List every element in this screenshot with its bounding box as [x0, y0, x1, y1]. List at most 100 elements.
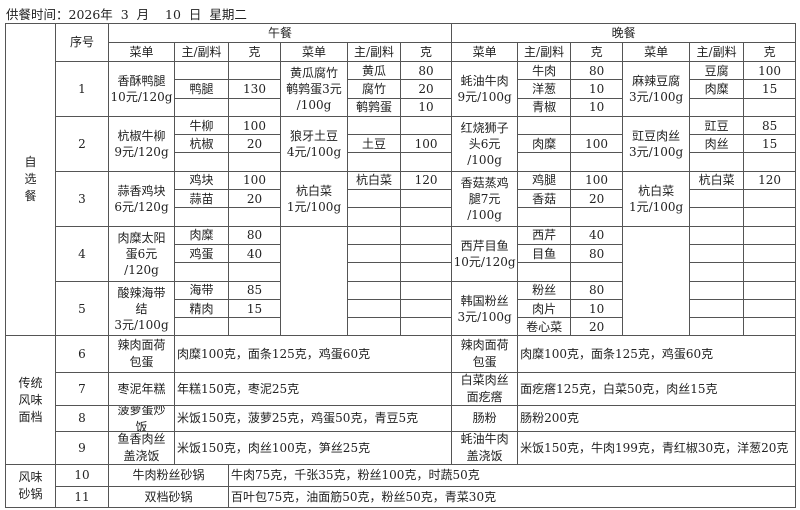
table-row: 卷心菜 20 [6, 317, 797, 337]
ingredient-grams: 100 [228, 170, 281, 191]
lunch-dish-name: 鱼香肉丝 盖浇饭 [108, 431, 175, 466]
ingredient-name [174, 207, 229, 227]
ingredient-name [347, 317, 401, 337]
ingredient-grams: 80 [228, 225, 281, 245]
dinner-dish-name: 辣肉面荷 包蛋 [451, 335, 519, 374]
ingredient-grams [399, 262, 453, 282]
dinner-dish-description: 肉糜100克，面条125克，鸡蛋60克 [517, 335, 797, 374]
ingredient-grams [743, 280, 797, 300]
seq-number: 11 [55, 486, 109, 509]
ingredient-grams [228, 317, 281, 337]
ingredient-grams: 15 [743, 134, 797, 154]
header-ingredient: 主/副料 [689, 42, 745, 62]
ingredient-name: 鸡腿 [517, 170, 572, 191]
dish-name: 香菇蒸鸡 腿7元 /100g [451, 170, 519, 227]
ingredient-name [517, 207, 572, 227]
header-menu: 菜单 [108, 42, 175, 62]
category-selfserve: 自 选 餐 [5, 22, 56, 337]
ingredient-grams: 20 [228, 189, 281, 209]
ingredient-grams: 15 [228, 298, 281, 319]
dinner-dish-name: 肠粉 [451, 405, 519, 433]
ingredient-grams: 80 [570, 280, 624, 300]
ingredient-grams [228, 152, 281, 172]
ingredient-grams: 100 [570, 170, 624, 191]
ingredient-name [347, 298, 401, 319]
ingredient-name: 粉丝 [517, 280, 572, 300]
menu-table: 自 选 餐序号 午餐 晚餐 菜单 主/副料克菜单 主/副料克菜单 主/副料克菜单 主/副料克 1… [5, 22, 797, 509]
ingredient-name [689, 243, 745, 264]
ingredient-name: 洋葱 [517, 79, 572, 99]
ingredient-grams: 10 [570, 79, 624, 99]
ingredient-name [347, 243, 401, 264]
ingredient-name: 蒜苗 [174, 189, 229, 209]
ingredient-grams [399, 280, 453, 300]
header-ingredient: 主/副料 [174, 42, 229, 62]
seq-number: 9 [55, 431, 109, 466]
dish-name: 黄瓜腐竹 鹌鹑蛋3元 /100g [280, 61, 348, 117]
ingredient-name [689, 189, 745, 209]
ingredient-grams: 100 [743, 60, 797, 81]
dish-name: 杭椒牛柳 9元/120g [108, 115, 175, 172]
table-row: 鸭腿 130 腐竹 20 洋葱 10 肉糜 15 [6, 79, 797, 99]
dish-name: 酸辣海带 结 3元/100g [108, 280, 175, 337]
header-gram: 克 [228, 42, 281, 62]
dish-name: 香酥鸭腿 10元/120g [108, 61, 175, 117]
ingredient-grams [399, 225, 453, 245]
header-gram: 克 [570, 42, 624, 62]
ingredient-name: 牛肉 [517, 60, 572, 81]
ingredient-grams: 100 [399, 134, 453, 154]
claypot-dish-description: 百叶包75克，油面筋50克，粉丝50克，青菜30克 [227, 486, 797, 509]
ingredient-grams [743, 207, 797, 227]
ingredient-name [174, 262, 229, 282]
ingredient-name: 海带 [174, 280, 229, 300]
dinner-dish-description: 米饭150克，牛肉199克，青红椒30克，洋葱20克 [517, 431, 797, 466]
ingredient-name: 卷心菜 [517, 317, 572, 337]
header-menu: 菜单 [280, 42, 348, 62]
ingredient-name [689, 317, 745, 337]
header-menu: 菜单 [451, 42, 519, 62]
dish-name: 西芹目鱼 10元/120g [451, 225, 519, 282]
ingredient-grams [570, 152, 624, 172]
table-row: 8 菠萝蛋炒 饭米饭150克，菠萝25克，鸡蛋50克，青豆5克 肠粉 肠粉200克 [6, 405, 797, 433]
lunch-dish-description: 肉糜100克，面条125克，鸡蛋60克 [173, 335, 453, 374]
dinner-dish-description: 面疙瘩125克，白菜50克，肉丝15克 [517, 372, 797, 407]
ingredient-grams [570, 262, 624, 282]
header-row: 自 选 餐序号 午餐 晚餐 [5, 22, 797, 337]
ingredient-grams: 20 [570, 317, 624, 337]
lunch-dish-name: 辣肉面荷 包蛋 [108, 335, 175, 374]
ingredient-name: 鸡块 [174, 170, 229, 191]
dish-name: 杭白菜 1元/100g [622, 170, 691, 227]
ingredient-grams [399, 207, 453, 227]
dish-name: 蚝油牛肉 9元/100g [451, 61, 519, 117]
dish-name: 蒜香鸡块 6元/120g [108, 170, 175, 227]
ingredient-name [689, 225, 745, 245]
ingredient-grams: 10 [570, 97, 624, 117]
header-subrow: 菜单 主/副料克菜单 主/副料克菜单 主/副料克菜单 主/副料克 [6, 42, 797, 62]
lunch-dish-description: 年糕150克，枣泥25克 [173, 372, 453, 407]
dish-name-empty [622, 225, 691, 337]
ingredient-name [347, 115, 401, 136]
table-row: 11 双档砂锅 百叶包75克，油面筋50克，粉丝50克，青菜30克 [6, 486, 797, 509]
category-claypot: 风味 砂锅 [5, 464, 56, 509]
ingredient-name: 肉糜 [689, 79, 745, 99]
ingredient-name [174, 97, 229, 117]
ingredient-name: 腐竹 [347, 79, 401, 99]
ingredient-name: 肉糜 [517, 134, 572, 154]
header-ingredient: 主/副料 [517, 42, 572, 62]
table-row: 5 酸辣海带 结 3元/100g 海带 85 韩国粉丝 3元/100g 粉丝 80 [6, 280, 797, 337]
header-gram: 克 [399, 42, 453, 62]
category-traditional: 传统 风味 面档 [5, 335, 56, 466]
ingredient-grams [743, 97, 797, 117]
dinner-dish-name: 白菜肉丝 面疙瘩 [451, 372, 519, 407]
ingredient-name: 肉糜 [174, 225, 229, 245]
ingredient-grams: 80 [570, 243, 624, 264]
ingredient-name [174, 152, 229, 172]
ingredient-grams: 20 [228, 134, 281, 154]
ingredient-name [689, 152, 745, 172]
header-ingredient: 主/副料 [347, 42, 401, 62]
seq-number: 3 [55, 170, 109, 227]
ingredient-name [689, 262, 745, 282]
table-row: 7 枣泥年糕 年糕150克，枣泥25克 白菜肉丝 面疙瘩 面疙瘩125克，白菜50克，肉… [6, 372, 797, 407]
table-row [6, 152, 797, 172]
header-dinner: 晚餐 [451, 23, 797, 43]
